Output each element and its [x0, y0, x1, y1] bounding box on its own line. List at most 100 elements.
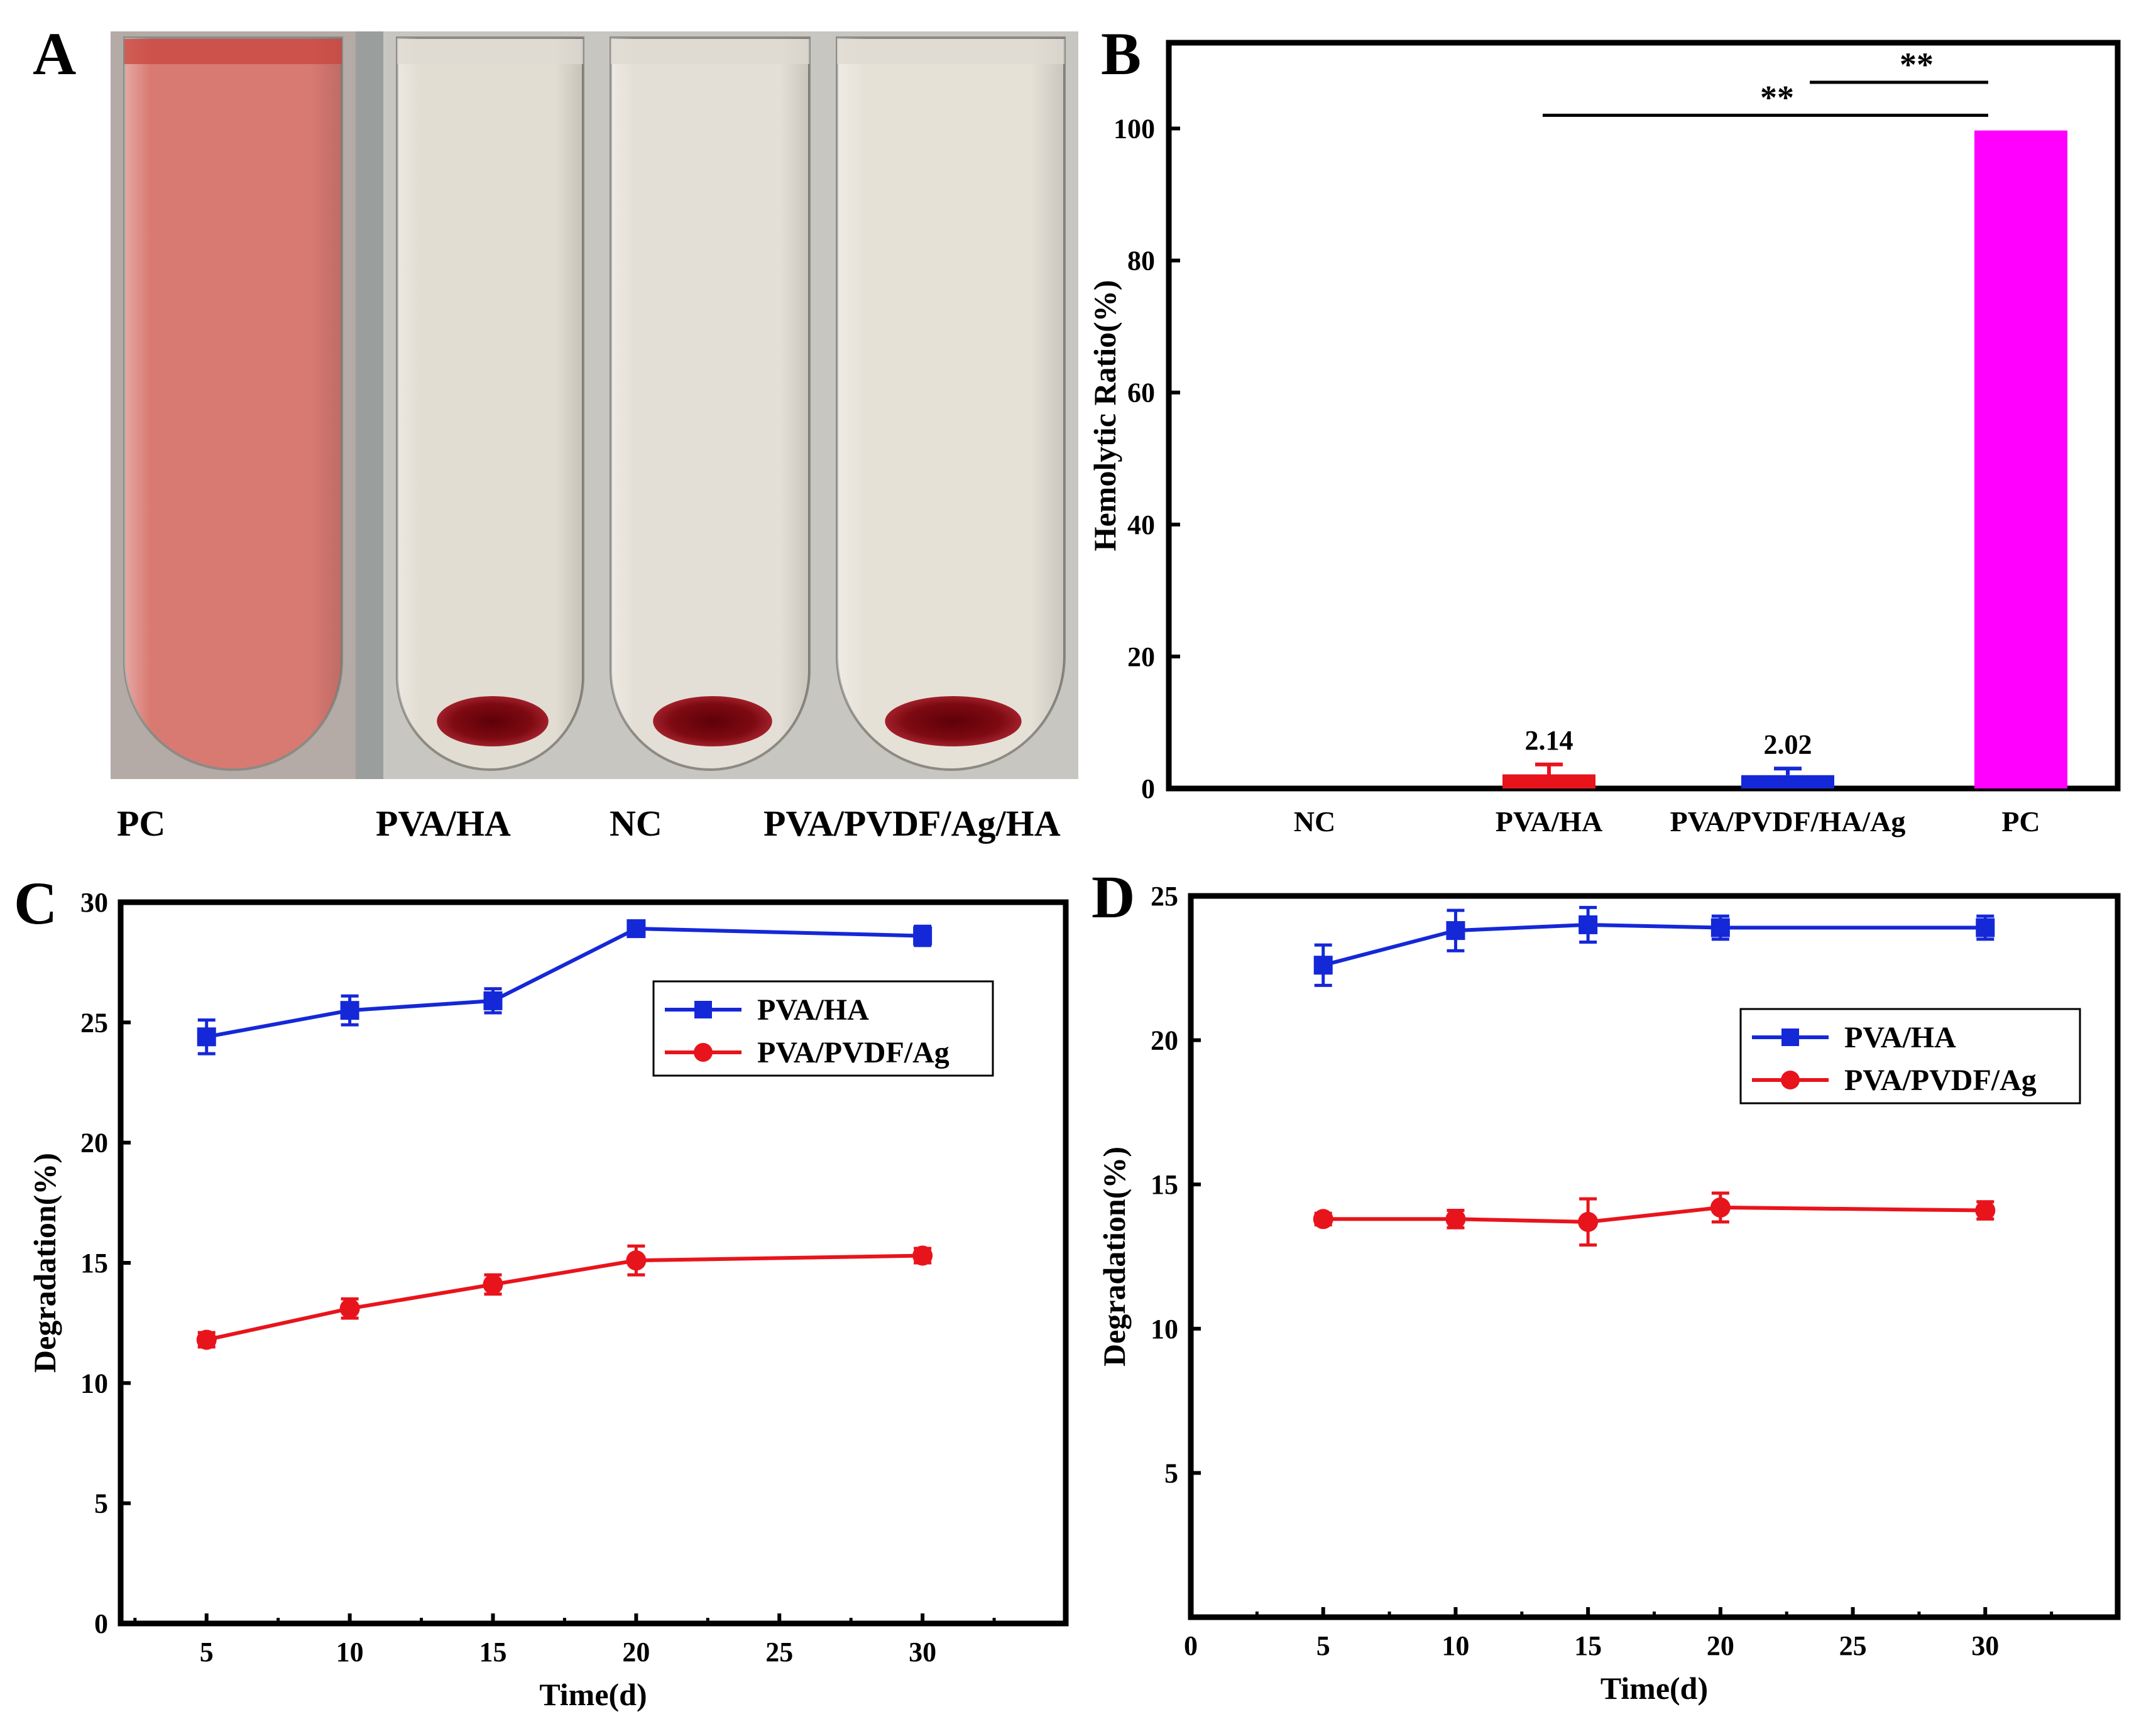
panel-c-xtick-label: 30 [909, 1637, 936, 1667]
tube-pva-pvdf-ag-ha [823, 31, 1078, 779]
tube-meniscus [397, 39, 583, 64]
panel-d-axes-frame [1188, 893, 2121, 1620]
panel-d-ytick-label: 25 [1151, 881, 1178, 912]
panel-c-xtick-label: 15 [479, 1637, 506, 1667]
panel-b-category-label-nc: NC [1294, 805, 1335, 837]
panel-d-ytick-label: 15 [1151, 1169, 1178, 1200]
panel-d-x-axis-title: Time(d) [1601, 1671, 1708, 1706]
panel-d-xtick-label: 0 [1184, 1630, 1198, 1661]
panel-c-ytick-label: 15 [80, 1248, 108, 1279]
panel-c-legend [652, 980, 994, 1077]
panel-d-legend-label-pva-pvdf-ag: PVA/PVDF/Ag [1844, 1064, 2037, 1097]
panel-c-ytick-label: 30 [80, 887, 108, 918]
panel-d-point-pva-pvdf-ag [1445, 1209, 1466, 1230]
panel-d-point-pva-pvdf-ag [1710, 1197, 1731, 1218]
panel-a-label: A [33, 20, 76, 87]
panel-c-point-pva-pvdf-ag [912, 1245, 933, 1266]
tube-glass [611, 38, 809, 770]
panel-d-label: D [1092, 863, 1135, 930]
panel-d-xtick-label: 5 [1316, 1630, 1330, 1661]
panel-c-point-pva-ha [340, 1001, 359, 1020]
panel-c-point-pva-pvdf-ag [626, 1250, 647, 1271]
panel-b-ytick-label: 0 [1141, 773, 1155, 804]
panel-b-ytick-label: 20 [1127, 641, 1155, 672]
panel-d-y-axis-title: Degradation(%) [1097, 1147, 1132, 1367]
panel-d-series-line-pva-ha [1322, 922, 1986, 968]
panel-c-degradation-chart: C 0 5 10 15 20 25 30 5 10 15 20 25 30 PVA/HA PVA/PVDF/A… [14, 870, 1069, 1712]
panel-c-xtick-label: 20 [622, 1637, 650, 1667]
panel-c-xtick-label: 5 [200, 1637, 214, 1667]
tube-label-pva-pvdf-ag-ha: PVA/PVDF/Ag/HA [763, 803, 1061, 844]
panel-b-ytick-label: 60 [1127, 378, 1155, 408]
tube-meniscus [611, 39, 809, 64]
panel-c-point-pva-ha [483, 991, 503, 1010]
panel-d-ytick-label: 10 [1151, 1314, 1178, 1345]
tube-label-nc: NC [610, 803, 662, 844]
panel-b-category-label-pva-ha: PVA/HA [1496, 805, 1602, 837]
tube-glass [837, 38, 1064, 770]
panel-c-legend-label-pva-ha: PVA/HA [757, 993, 869, 1027]
panel-b-significance-label: ** [1760, 79, 1794, 117]
tube-meniscus [837, 39, 1064, 64]
panel-c-xtick-label: 10 [336, 1637, 364, 1667]
panel-b-y-axis-title: Hemolytic Ratio(%) [1087, 280, 1122, 552]
tube-label-pva-ha: PVA/HA [376, 803, 511, 844]
panel-b-ytick-label: 100 [1114, 114, 1155, 145]
panel-c-y-axis-title: Degradation(%) [27, 1153, 62, 1373]
panel-d-xtick-label: 25 [1839, 1630, 1867, 1661]
panel-d-point-pva-pvdf-ag [1313, 1209, 1333, 1230]
panel-d-legend [1739, 1008, 2081, 1105]
panel-d-legend-marker-pva-pvdf-ag [1781, 1071, 1800, 1089]
panel-c-legend-marker-pva-pvdf-ag [694, 1043, 713, 1062]
panel-d-xtick-label: 20 [1707, 1630, 1734, 1661]
panel-c-legend-marker-pva-ha [694, 1001, 712, 1018]
panel-b-label: B [1101, 20, 1141, 87]
panel-c-point-pva-pvdf-ag [483, 1274, 503, 1295]
panel-b-bar-pva-ha [1502, 774, 1595, 788]
tube-glass [397, 38, 583, 770]
panel-c-point-pva-pvdf-ag [339, 1298, 360, 1319]
panel-b-axes-frame [1166, 40, 2121, 792]
panel-d-point-pva-ha [1976, 918, 1995, 937]
panel-d-point-pva-ha [1446, 921, 1465, 941]
panel-c-point-pva-pvdf-ag [196, 1329, 217, 1350]
tube-meniscus [124, 39, 342, 64]
panel-c-x-axis-title: Time(d) [539, 1677, 647, 1712]
panel-b-bar-pva-pvdf-ha-ag [1741, 775, 1834, 788]
panel-d-degradation-chart: D 5 10 15 20 25 0 5 10 15 20 25 30 PVA/HA PVA/PVDF/Ag T… [1092, 863, 2121, 1706]
panel-d-xtick-label: 15 [1574, 1630, 1602, 1661]
panel-d-ytick-label: 20 [1151, 1025, 1178, 1056]
panel-b-bar-pc [1974, 130, 2067, 788]
panel-b-value-label-pva-ha: 2.14 [1525, 725, 1573, 756]
panel-b-category-label-pc: PC [2001, 805, 2040, 837]
tube-pc [111, 31, 356, 779]
panel-d-point-pva-pvdf-ag [1975, 1200, 1996, 1221]
panel-c-series-line-pva-pvdf-ag [206, 1253, 923, 1342]
tube-pellet [653, 696, 772, 746]
panel-d-point-pva-ha [1579, 915, 1598, 934]
panel-b-ytick-label: 40 [1127, 510, 1155, 540]
panel-c-ytick-label: 20 [80, 1128, 108, 1159]
panel-b-value-label-pva-pvdf-ha-ag: 2.02 [1764, 729, 1812, 760]
panel-c-point-pva-ha [197, 1027, 216, 1047]
panel-c-ytick-label: 0 [94, 1608, 108, 1639]
panel-c-legend-label-pva-pvdf-ag: PVA/PVDF/Ag [757, 1036, 949, 1069]
panel-c-xtick-label: 25 [765, 1637, 793, 1667]
panel-c-label: C [14, 870, 57, 937]
tube-pellet [437, 696, 549, 746]
panel-d-legend-label-pva-ha: PVA/HA [1844, 1021, 1956, 1054]
panel-d-xtick-label: 30 [1971, 1630, 1999, 1661]
panel-b-category-label-pva-pvdf-ha-ag: PVA/PVDF/HA/Ag [1670, 805, 1906, 837]
panel-a-photo: A PC PVA/HA NC PVA/PVDF/Ag/HA [33, 20, 1078, 844]
panel-c-ytick-label: 25 [80, 1007, 108, 1038]
panel-c-point-pva-ha [913, 926, 933, 946]
panel-d-legend-marker-pva-ha [1781, 1028, 1799, 1046]
panel-d-point-pva-ha [1710, 918, 1730, 937]
panel-c-point-pva-ha [627, 919, 646, 939]
panel-b-ytick-label: 80 [1127, 246, 1155, 276]
panel-d-point-pva-ha [1313, 956, 1333, 975]
panel-d-xtick-label: 10 [1442, 1630, 1469, 1661]
panel-b-significance-label: ** [1900, 46, 1934, 84]
tube-pellet [885, 696, 1022, 746]
